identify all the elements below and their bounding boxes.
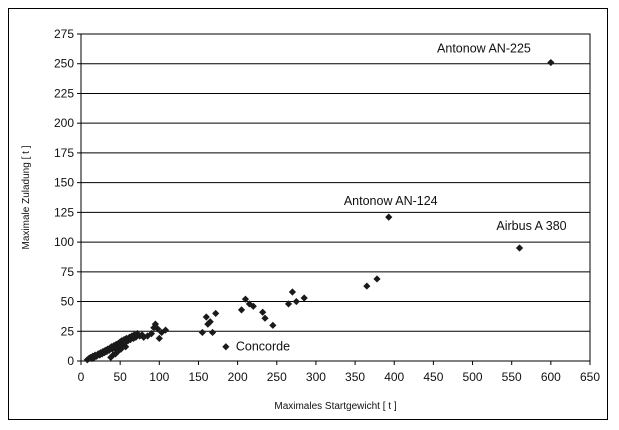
y-tick-label: 100 xyxy=(54,235,74,249)
data-point xyxy=(161,326,170,334)
data-point xyxy=(126,335,134,344)
annotation-label: Antonow AN-124 xyxy=(344,194,438,208)
x-axis-label: Maximales Startgewicht [ t ] xyxy=(274,401,396,412)
data-point xyxy=(155,334,163,343)
x-tick-label: 100 xyxy=(149,370,169,384)
data-point xyxy=(222,343,230,351)
y-axis-label: Maximale Zuladung [ t ] xyxy=(21,145,32,249)
y-tick-label: 0 xyxy=(67,354,74,368)
data-point xyxy=(147,330,156,338)
y-tick-label: 275 xyxy=(54,27,74,41)
x-tick-label: 150 xyxy=(188,370,208,384)
x-tick-label: 650 xyxy=(580,370,600,384)
data-point xyxy=(288,288,297,296)
data-point xyxy=(373,275,381,283)
data-point xyxy=(117,345,125,353)
data-point xyxy=(208,328,217,337)
data-point xyxy=(515,244,524,252)
y-tick-label: 75 xyxy=(61,265,75,279)
gridlines xyxy=(81,33,590,332)
data-point xyxy=(363,282,371,290)
x-tick-labels: 0 50 100 150 200 250 300 350 400 450 500 550 600 650 xyxy=(78,370,601,384)
data-point xyxy=(269,321,277,329)
y-tick-label: 250 xyxy=(54,57,74,71)
chart-frame: 0 25 50 75 100 125 150 175 200 225 250 275 0 50 100 15… xyxy=(8,8,608,420)
data-point xyxy=(158,328,166,337)
data-point xyxy=(259,308,267,316)
data-point xyxy=(385,213,393,221)
data-point xyxy=(111,350,120,358)
data-point xyxy=(284,300,293,308)
data-point xyxy=(241,295,250,303)
axes xyxy=(77,33,591,365)
annotation-label: Antonow AN-225 xyxy=(437,42,531,56)
x-tick-label: 350 xyxy=(345,370,365,384)
data-point xyxy=(133,330,141,338)
data-point xyxy=(261,314,269,322)
data-points xyxy=(83,58,555,364)
y-tick-label: 225 xyxy=(54,86,74,100)
data-point xyxy=(547,58,555,67)
data-point xyxy=(107,353,115,362)
y-tick-label: 175 xyxy=(54,146,74,160)
x-tick-label: 400 xyxy=(384,370,404,384)
x-tick-label: 0 xyxy=(78,370,85,384)
data-point xyxy=(154,325,162,333)
scatter-chart: 0 25 50 75 100 125 150 175 200 225 250 275 0 50 100 15… xyxy=(21,27,601,412)
x-tick-label: 250 xyxy=(267,370,287,384)
x-tick-label: 200 xyxy=(228,370,248,384)
annotation-label: Airbus A 380 xyxy=(496,219,566,233)
data-point xyxy=(300,294,308,302)
data-point xyxy=(292,297,300,306)
data-point xyxy=(206,318,214,326)
annotation-label: Concorde xyxy=(236,340,290,354)
data-point xyxy=(237,306,246,314)
data-point xyxy=(138,331,146,339)
x-tick-label: 50 xyxy=(113,370,127,384)
data-point xyxy=(130,331,138,339)
x-tick-label: 450 xyxy=(423,370,443,384)
data-point xyxy=(198,328,206,337)
annotations: Antonow AN-225 Antonow AN-124 Airbus A 380… xyxy=(236,42,567,354)
y-tick-label: 200 xyxy=(54,116,74,130)
data-point xyxy=(249,302,257,310)
data-point xyxy=(122,343,130,351)
y-tick-label: 125 xyxy=(54,205,74,219)
data-point xyxy=(114,347,122,356)
x-tick-label: 600 xyxy=(541,370,561,384)
y-tick-label: 150 xyxy=(54,176,74,190)
y-tick-label: 50 xyxy=(61,295,75,309)
y-tick-labels: 0 25 50 75 100 125 150 175 200 225 250 275 xyxy=(54,27,74,368)
plot-area-border xyxy=(80,33,591,362)
x-tick-label: 500 xyxy=(463,370,483,384)
data-point xyxy=(143,332,152,340)
x-tick-label: 300 xyxy=(306,370,326,384)
y-tick-label: 25 xyxy=(61,324,75,338)
data-point xyxy=(212,309,220,318)
data-point xyxy=(202,313,210,321)
x-tick-label: 550 xyxy=(502,370,522,384)
